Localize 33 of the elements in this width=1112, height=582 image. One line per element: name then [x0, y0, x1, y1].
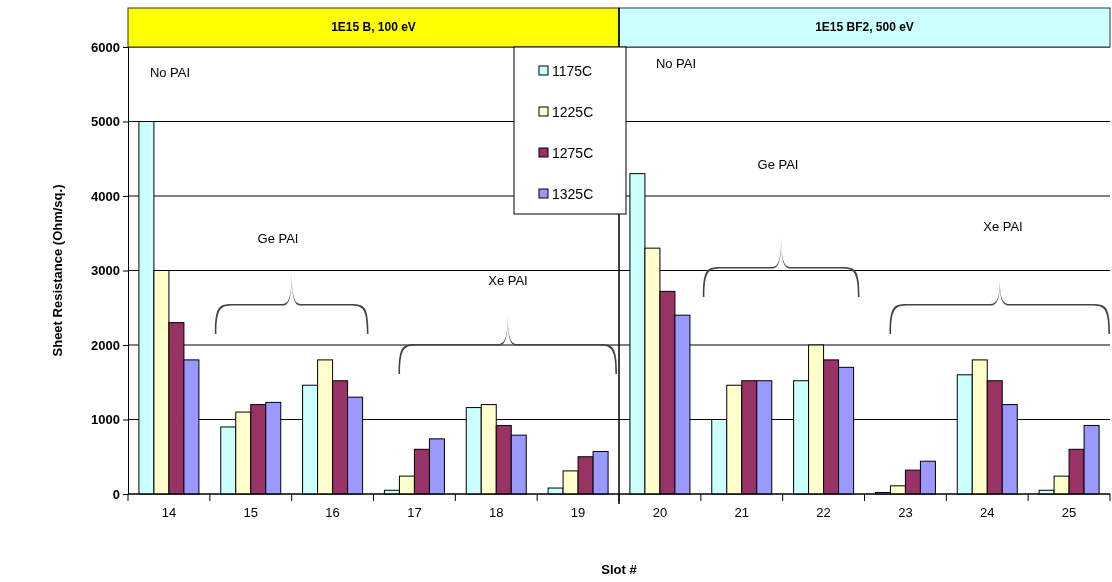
- y-tick-label: 1000: [91, 412, 120, 428]
- legend-label: 1225C: [552, 104, 594, 120]
- x-tick-label: 21: [734, 505, 749, 521]
- legend-label: 1325C: [552, 186, 594, 202]
- x-tick-label: 22: [816, 505, 831, 521]
- x-tick-label: 20: [652, 505, 668, 521]
- text: 1E15 B, 100 eV: [331, 20, 416, 34]
- x-tick-label: 16: [325, 505, 340, 521]
- annotation: Xe PAI: [488, 273, 528, 288]
- annotation: No PAI: [655, 56, 697, 71]
- x-tick-label: 17: [407, 505, 422, 521]
- annotation: Xe PAI: [983, 219, 1023, 234]
- annotation: Ge PAI: [257, 231, 299, 246]
- y-tick-label: 6000: [91, 39, 120, 55]
- annotation: Ge PAI: [757, 157, 799, 172]
- x-tick-label: 24: [980, 505, 995, 521]
- y-tick-label: 4000: [91, 188, 120, 204]
- annotation: No PAI: [149, 65, 191, 80]
- y-tick-label: 0: [112, 486, 120, 502]
- y-axis-title: Sheet Resistance (Ohm/sq.): [50, 184, 65, 357]
- y-tick-label: 2000: [91, 337, 120, 353]
- x-tick-label: 23: [898, 505, 913, 521]
- x-tick-label: 14: [161, 505, 177, 521]
- y-tick-label: 3000: [91, 263, 120, 279]
- legend-label: 1275C: [552, 145, 594, 161]
- x-tick-label: 15: [243, 505, 258, 521]
- y-tick-label: 5000: [91, 114, 120, 130]
- x-tick-label: 19: [570, 505, 586, 521]
- x-tick-label: 25: [1061, 505, 1077, 521]
- legend-label: 1175C: [552, 63, 593, 79]
- x-axis-title: Slot #: [601, 562, 638, 577]
- x-tick-label: 18: [489, 505, 504, 521]
- text: 1E15 BF2, 500 eV: [815, 20, 914, 34]
